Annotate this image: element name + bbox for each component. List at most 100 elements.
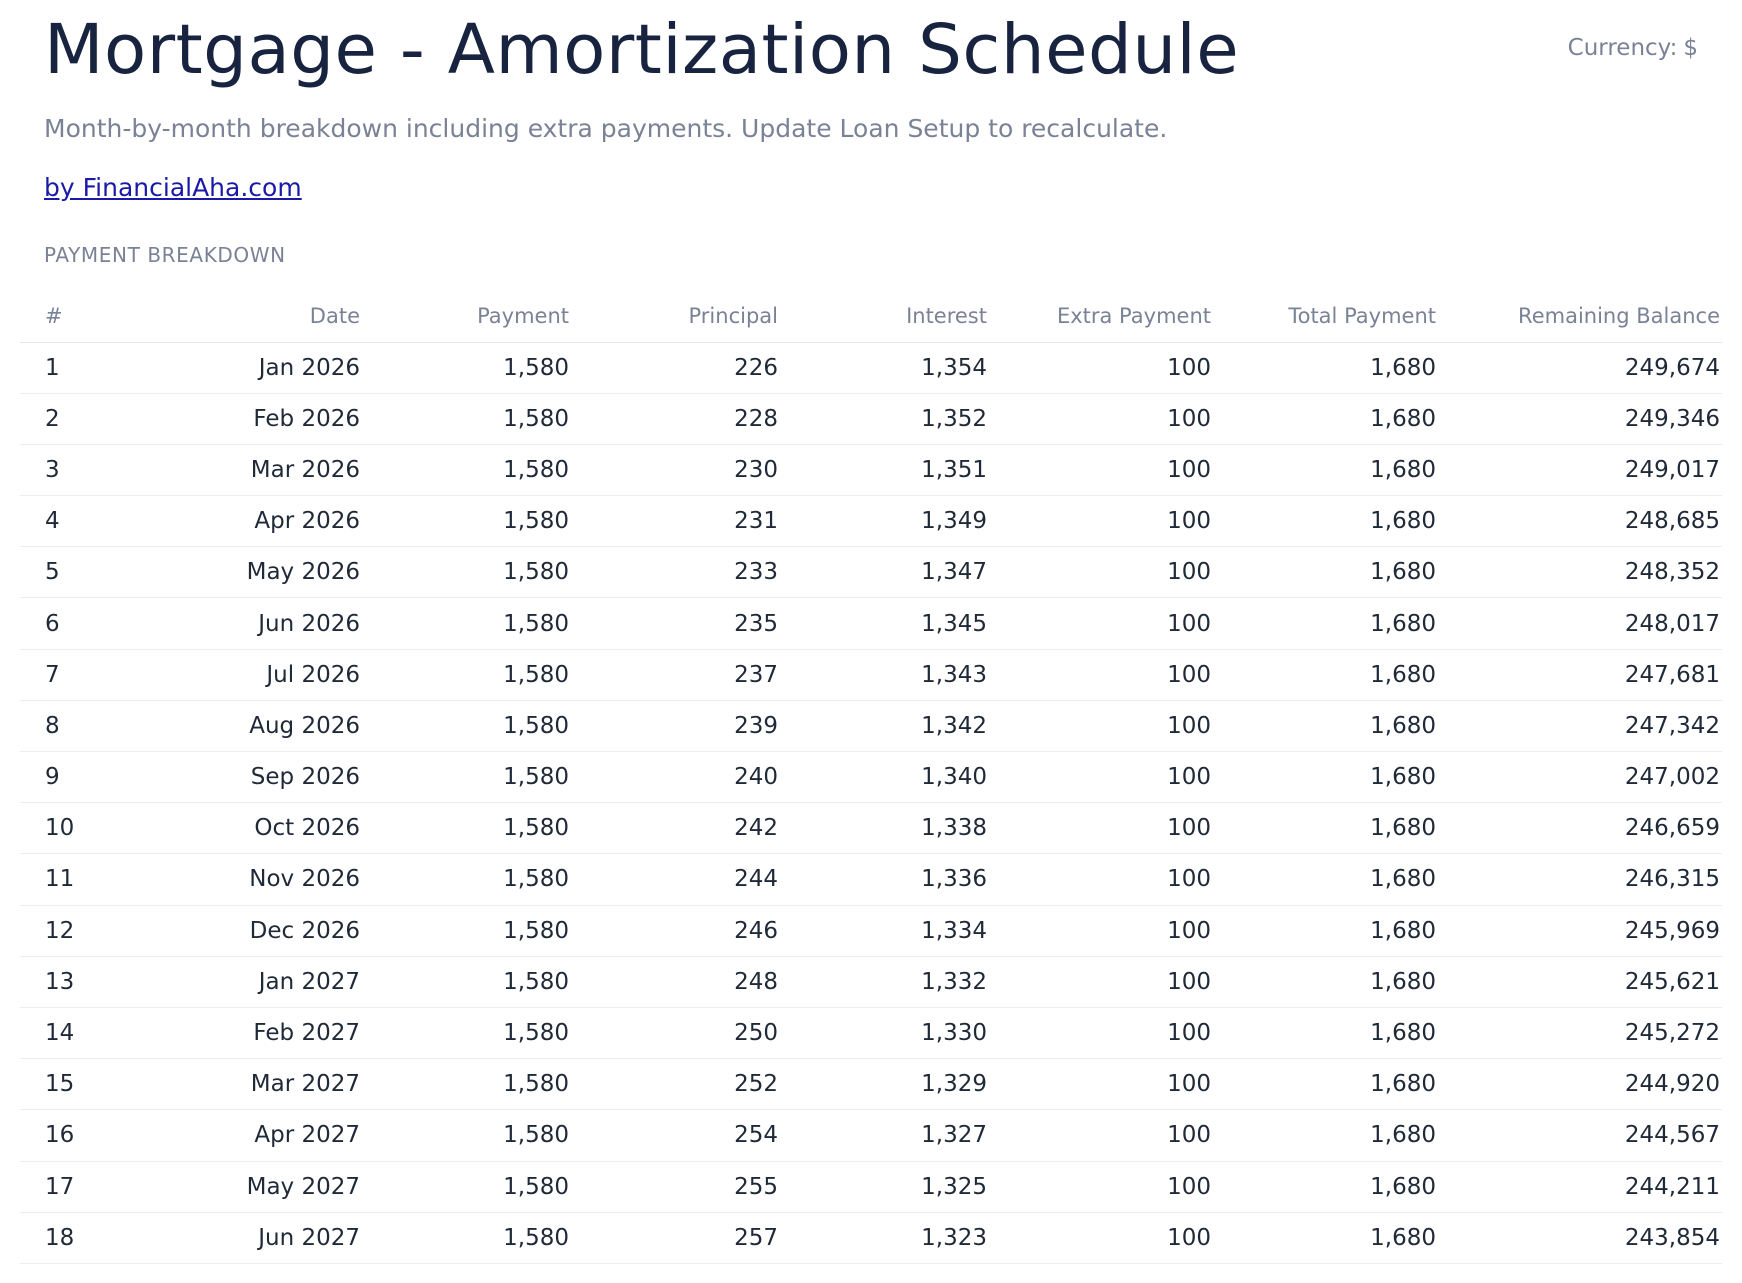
cell-remaining-balance: 249,346 — [1438, 393, 1722, 445]
cell-interest: 1,342 — [780, 700, 989, 753]
cell-total-payment: 1,680 — [1213, 1007, 1438, 1060]
cell-principal: 235 — [571, 597, 780, 650]
amortization-table: # Date Payment Principal Interest Extra … — [20, 290, 1722, 1264]
table-row: 10 Oct 2026 1,580 242 1,338 100 1,680 246,659 — [20, 802, 1722, 855]
cell-interest: 1,343 — [780, 649, 989, 701]
cell-number: 1 — [20, 342, 160, 394]
cell-interest: 1,347 — [780, 546, 989, 599]
cell-number: 5 — [20, 546, 160, 599]
cell-payment: 1,580 — [362, 802, 571, 855]
table-row: 7 Jul 2026 1,580 237 1,343 100 1,680 247,681 — [20, 649, 1722, 701]
section-label: PAYMENT BREAKDOWN — [44, 243, 286, 267]
cell-number: 17 — [20, 1161, 160, 1213]
cell-interest: 1,327 — [780, 1109, 989, 1162]
cell-principal: 252 — [571, 1058, 780, 1111]
cell-extra-payment: 100 — [989, 1212, 1213, 1264]
cell-total-payment: 1,680 — [1213, 751, 1438, 804]
cell-interest: 1,351 — [780, 444, 989, 497]
column-header-date: Date — [160, 290, 362, 343]
cell-payment: 1,580 — [362, 1007, 571, 1060]
cell-interest: 1,329 — [780, 1058, 989, 1111]
cell-remaining-balance: 248,017 — [1438, 597, 1722, 650]
cell-interest: 1,325 — [780, 1161, 989, 1213]
cell-principal: 233 — [571, 546, 780, 599]
cell-extra-payment: 100 — [989, 546, 1213, 599]
table-row: 11 Nov 2026 1,580 244 1,336 100 1,680 246,315 — [20, 853, 1722, 906]
cell-payment: 1,580 — [362, 853, 571, 906]
cell-remaining-balance: 246,315 — [1438, 853, 1722, 906]
cell-remaining-balance: 244,567 — [1438, 1109, 1722, 1162]
cell-payment: 1,580 — [362, 649, 571, 701]
cell-extra-payment: 100 — [989, 649, 1213, 701]
cell-extra-payment: 100 — [989, 802, 1213, 855]
cell-date: Nov 2026 — [160, 853, 362, 906]
cell-date: May 2027 — [160, 1161, 362, 1213]
cell-remaining-balance: 244,920 — [1438, 1058, 1722, 1111]
cell-extra-payment: 100 — [989, 1109, 1213, 1162]
cell-remaining-balance: 245,272 — [1438, 1007, 1722, 1060]
table-header: # Date Payment Principal Interest Extra … — [20, 290, 1722, 343]
cell-payment: 1,580 — [362, 597, 571, 650]
cell-number: 10 — [20, 802, 160, 855]
cell-extra-payment: 100 — [989, 495, 1213, 548]
table-row: 1 Jan 2026 1,580 226 1,354 100 1,680 249,674 — [20, 342, 1722, 394]
cell-principal: 254 — [571, 1109, 780, 1162]
cell-interest: 1,349 — [780, 495, 989, 548]
cell-number: 2 — [20, 393, 160, 445]
cell-extra-payment: 100 — [989, 597, 1213, 650]
cell-total-payment: 1,680 — [1213, 1161, 1438, 1213]
cell-total-payment: 1,680 — [1213, 802, 1438, 855]
cell-total-payment: 1,680 — [1213, 597, 1438, 650]
cell-extra-payment: 100 — [989, 853, 1213, 906]
cell-principal: 248 — [571, 956, 780, 1008]
byline-link[interactable]: by FinancialAha.com — [44, 173, 302, 202]
column-header-payment: Payment — [362, 290, 571, 343]
cell-date: Sep 2026 — [160, 751, 362, 804]
cell-date: Mar 2027 — [160, 1058, 362, 1111]
currency-indicator: Currency: $ — [1568, 35, 1698, 61]
cell-extra-payment: 100 — [989, 956, 1213, 1008]
cell-total-payment: 1,680 — [1213, 546, 1438, 599]
cell-principal: 257 — [571, 1212, 780, 1264]
cell-extra-payment: 100 — [989, 444, 1213, 497]
cell-principal: 226 — [571, 342, 780, 394]
cell-total-payment: 1,680 — [1213, 393, 1438, 445]
cell-remaining-balance: 247,681 — [1438, 649, 1722, 701]
page-subtitle: Month-by-month breakdown including extra… — [44, 114, 1168, 143]
cell-extra-payment: 100 — [989, 1161, 1213, 1213]
cell-remaining-balance: 246,659 — [1438, 802, 1722, 855]
cell-interest: 1,336 — [780, 853, 989, 906]
table-row: 3 Mar 2026 1,580 230 1,351 100 1,680 249,017 — [20, 444, 1722, 497]
cell-interest: 1,340 — [780, 751, 989, 804]
cell-date: Aug 2026 — [160, 700, 362, 753]
cell-remaining-balance: 247,002 — [1438, 751, 1722, 804]
cell-interest: 1,338 — [780, 802, 989, 855]
cell-payment: 1,580 — [362, 1212, 571, 1264]
cell-payment: 1,580 — [362, 956, 571, 1008]
cell-interest: 1,354 — [780, 342, 989, 394]
table-header-row: # Date Payment Principal Interest Extra … — [20, 290, 1722, 343]
cell-extra-payment: 100 — [989, 700, 1213, 753]
cell-interest: 1,330 — [780, 1007, 989, 1060]
table-row: 12 Dec 2026 1,580 246 1,334 100 1,680 245,969 — [20, 905, 1722, 957]
table-row: 4 Apr 2026 1,580 231 1,349 100 1,680 248,685 — [20, 495, 1722, 548]
cell-number: 16 — [20, 1109, 160, 1162]
cell-number: 11 — [20, 853, 160, 906]
cell-interest: 1,345 — [780, 597, 989, 650]
column-header-extra-payment: Extra Payment — [989, 290, 1213, 343]
cell-extra-payment: 100 — [989, 393, 1213, 445]
cell-date: Mar 2026 — [160, 444, 362, 497]
cell-principal: 244 — [571, 853, 780, 906]
cell-number: 6 — [20, 597, 160, 650]
cell-date: Dec 2026 — [160, 905, 362, 957]
cell-number: 13 — [20, 956, 160, 1008]
currency-symbol: $ — [1683, 35, 1698, 61]
cell-remaining-balance: 245,621 — [1438, 956, 1722, 1008]
cell-total-payment: 1,680 — [1213, 495, 1438, 548]
cell-payment: 1,580 — [362, 1109, 571, 1162]
cell-principal: 240 — [571, 751, 780, 804]
cell-principal: 231 — [571, 495, 780, 548]
cell-payment: 1,580 — [362, 495, 571, 548]
column-header-total-payment: Total Payment — [1213, 290, 1438, 343]
